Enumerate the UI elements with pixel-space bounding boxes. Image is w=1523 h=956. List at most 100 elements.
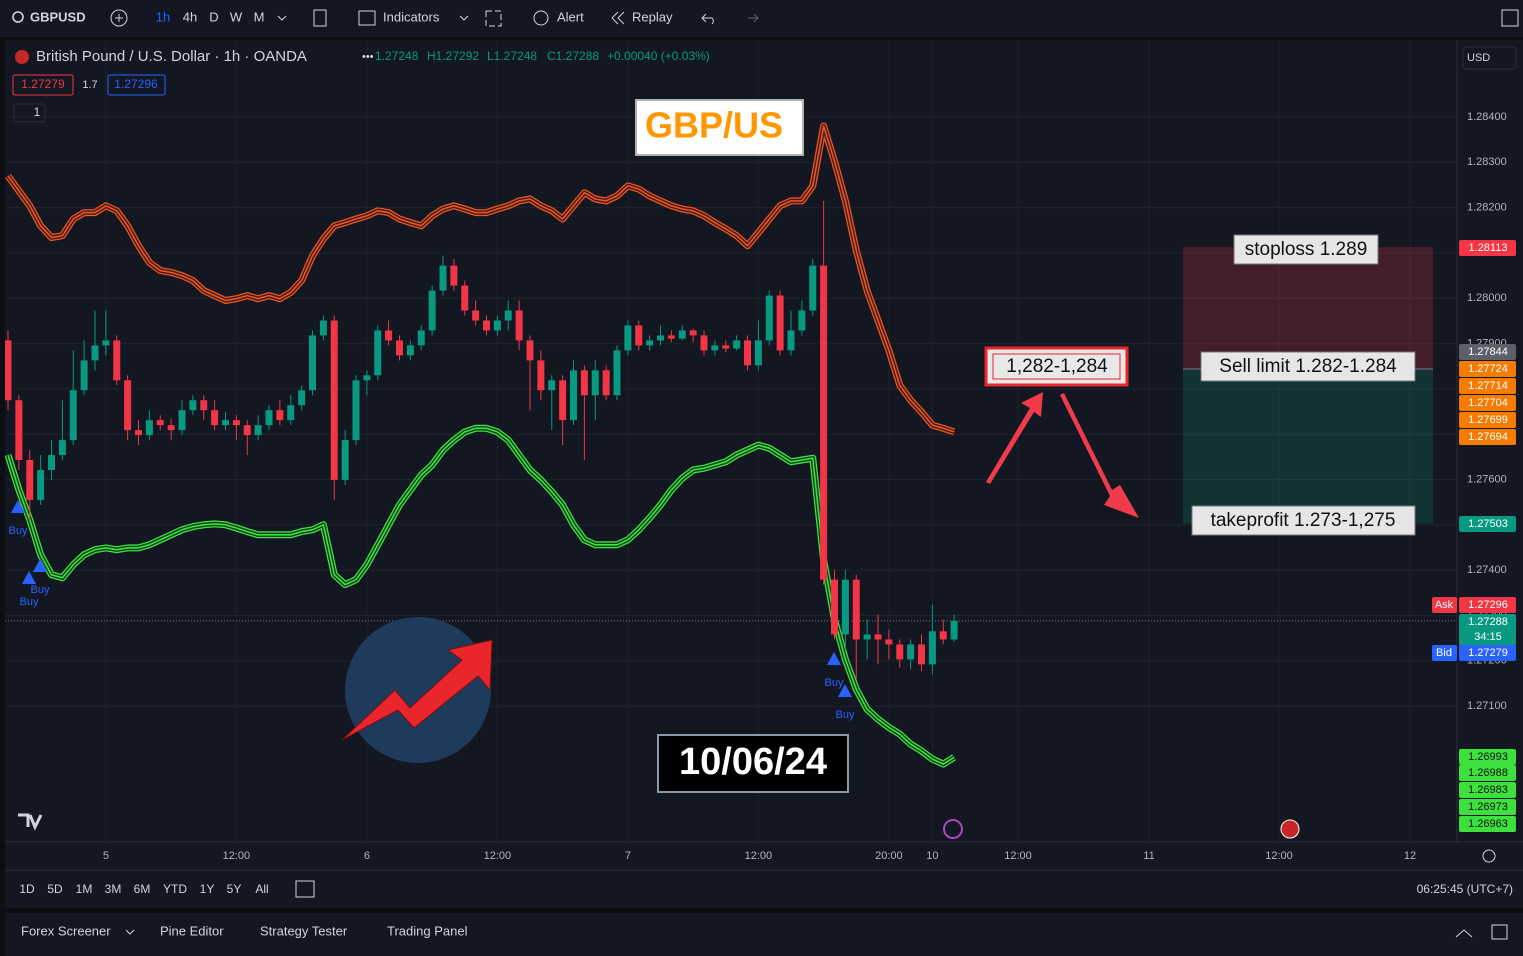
- price-badge-tag: [1432, 597, 1457, 613]
- range-button[interactable]: All: [255, 882, 268, 896]
- clock[interactable]: 06:25:45 (UTC+7): [1417, 882, 1513, 896]
- price-badge: [1459, 412, 1516, 428]
- currency-button[interactable]: [1462, 46, 1517, 70]
- bottom-tab[interactable]: Forex Screener: [21, 923, 111, 938]
- range-button[interactable]: 5Y: [227, 882, 242, 896]
- collapse-button[interactable]: [13, 103, 46, 123]
- candle-body: [243, 425, 251, 436]
- candle-body: [678, 330, 686, 339]
- candle-body: [341, 440, 349, 480]
- interval-button[interactable]: D: [209, 9, 218, 24]
- candle-body: [874, 634, 882, 640]
- candle-body: [287, 405, 295, 421]
- price-badge-label: 1.27704: [1468, 397, 1508, 409]
- candle-body: [58, 440, 66, 456]
- candle-body: [254, 425, 262, 436]
- entry-zone-label: 1,282-1,284: [1006, 356, 1108, 377]
- interval-button[interactable]: M: [254, 9, 265, 24]
- buy-signal: [838, 684, 852, 697]
- indicators-icon[interactable]: [358, 10, 376, 26]
- redo-icon[interactable]: [748, 13, 759, 23]
- range-button[interactable]: 1M: [76, 882, 93, 896]
- candle-body: [135, 430, 142, 436]
- date-range-icon[interactable]: [295, 880, 315, 898]
- candle-body: [841, 579, 849, 635]
- collapse-count[interactable]: 1: [34, 105, 41, 119]
- bottom-tab[interactable]: Strategy Tester: [260, 923, 348, 938]
- interval-button[interactable]: 1h: [156, 9, 170, 24]
- candle-body: [200, 400, 208, 411]
- bottom-tab[interactable]: Trading Panel: [387, 923, 468, 938]
- candle-body: [624, 325, 632, 351]
- candle-body: [69, 390, 77, 441]
- settings-icon[interactable]: [1482, 849, 1496, 863]
- legend-more[interactable]: •••: [362, 51, 374, 63]
- interval-button[interactable]: W: [230, 9, 243, 24]
- alert-icon[interactable]: [533, 10, 549, 26]
- expand-icon[interactable]: [1455, 929, 1473, 938]
- replay-button[interactable]: Replay: [632, 9, 673, 24]
- sell-button[interactable]: [12, 74, 74, 96]
- price-badge-tag-label: Bid: [1436, 647, 1452, 659]
- buy-button[interactable]: [107, 74, 166, 96]
- x-tick-label: 5: [103, 850, 109, 862]
- replay-icon[interactable]: [611, 11, 625, 25]
- dropdown-icon[interactable]: [459, 15, 469, 21]
- range-button[interactable]: 1D: [19, 882, 35, 896]
- candle-body: [428, 290, 436, 331]
- logo-arrow: [341, 639, 493, 741]
- templates-icon[interactable]: [485, 10, 502, 27]
- bottom-tab[interactable]: Pine Editor: [160, 923, 224, 938]
- range-button[interactable]: 5D: [47, 882, 63, 896]
- candle-body: [885, 639, 893, 645]
- dropdown-icon[interactable]: [277, 15, 287, 21]
- legend-high: H1.27292: [427, 49, 479, 63]
- logo-circle: [345, 617, 491, 763]
- interval-group: 1h 4h D W M: [156, 9, 265, 24]
- price-badge-label: 1.26988: [1468, 767, 1508, 779]
- flag-icon: [15, 50, 29, 64]
- candle-body: [178, 410, 186, 431]
- search-icon[interactable]: [12, 11, 24, 23]
- candle-body: [276, 410, 284, 421]
- event-icon[interactable]: [943, 819, 963, 839]
- price-badges: 1.28113 1.27844 1.27724 1.27714 1.27704 1.276…: [1432, 240, 1516, 832]
- candle-body: [580, 370, 588, 396]
- symbol[interactable]: GBPUSD: [30, 9, 86, 24]
- price-badge: [1459, 361, 1516, 377]
- range-button[interactable]: 3M: [105, 882, 122, 896]
- uk-flag-icon[interactable]: [1280, 819, 1300, 839]
- buy-signal: [33, 559, 47, 572]
- takeprofit-box: [1191, 505, 1416, 536]
- x-tick-label: 12: [1404, 850, 1416, 862]
- currency[interactable]: USD: [1467, 52, 1490, 64]
- down-arrow: [1060, 393, 1139, 518]
- bid-price[interactable]: 1.27279: [21, 77, 65, 91]
- price-badge: [1459, 782, 1516, 798]
- candle-body: [80, 360, 88, 391]
- candle-body: [667, 335, 675, 339]
- range-button[interactable]: YTD: [163, 882, 187, 896]
- plus: [115, 14, 123, 22]
- candle-body: [472, 310, 480, 321]
- range-button[interactable]: 6M: [134, 882, 151, 896]
- alert-button[interactable]: Alert: [557, 9, 584, 24]
- candle-body: [461, 285, 469, 311]
- stoploss-label: stoploss 1.289: [1245, 239, 1368, 260]
- fullscreen-icon[interactable]: [1501, 9, 1519, 27]
- interval-button[interactable]: 4h: [183, 9, 197, 24]
- add-symbol-icon[interactable]: [110, 9, 128, 27]
- price-badge-label: 1.26983: [1468, 784, 1508, 796]
- ask-price[interactable]: 1.27296: [114, 77, 158, 91]
- takeprofit-label: takeprofit 1.273-1,275: [1211, 510, 1396, 531]
- range-button[interactable]: 1Y: [200, 882, 215, 896]
- maximize-icon[interactable]: [1491, 924, 1508, 940]
- candle-body: [319, 320, 327, 336]
- dropdown-icon[interactable]: [125, 929, 135, 935]
- chart-type-icon[interactable]: [313, 9, 327, 27]
- price-badge-label: 1.27288: [1468, 616, 1508, 628]
- buy-signal-label: Buy: [20, 596, 39, 608]
- indicators-button[interactable]: Indicators: [383, 9, 440, 24]
- undo-icon[interactable]: [701, 13, 714, 25]
